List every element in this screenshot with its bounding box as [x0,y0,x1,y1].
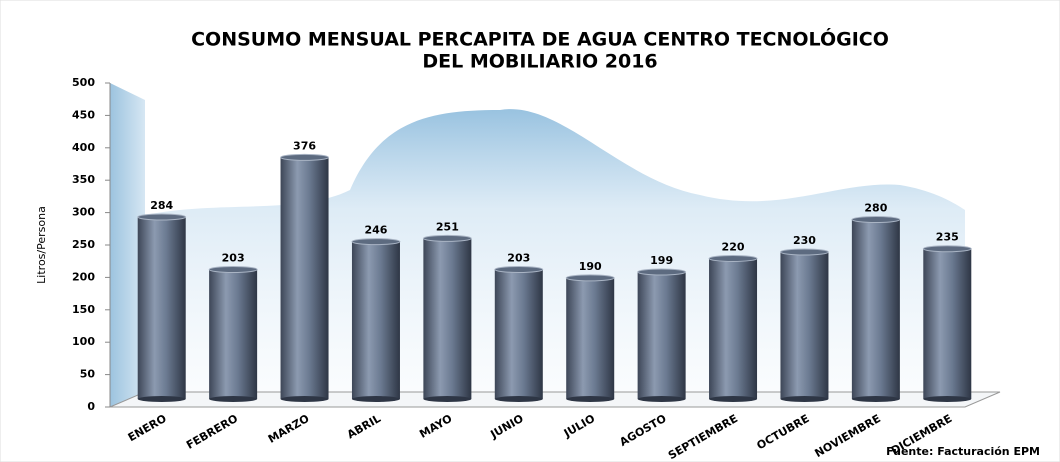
floor [109,391,1001,408]
bar-top [137,213,187,221]
bar [351,241,400,399]
bar-base [423,396,472,402]
side-wall [110,83,145,407]
bar-base [780,396,829,402]
bar-top [851,216,901,224]
bar-base [351,396,400,402]
bar-top [708,254,758,262]
bar [280,157,329,399]
bar-base [494,396,543,402]
y-tick-label: 500 [72,76,95,89]
value-label: 220 [722,240,745,253]
bar [637,272,686,399]
value-label: 235 [936,231,959,244]
bar-top [565,274,615,282]
bar-top [637,268,687,276]
bar-base [923,396,972,402]
bar-base [566,396,615,402]
bar [923,248,972,399]
value-label: 199 [650,254,673,267]
bar-top [280,153,330,161]
value-label: 190 [579,260,602,273]
y-tick-label: 250 [72,238,95,251]
y-axis-label: Litros/Persona [35,206,48,284]
bar [566,277,615,399]
water-background [145,109,965,393]
bar-base [637,396,686,402]
bar [709,258,758,399]
value-label: 284 [150,199,173,212]
value-label: 203 [222,251,245,264]
bar-base [137,396,186,402]
bar-top [922,245,972,253]
y-tick-label: 450 [72,108,95,121]
y-tick-label: 400 [72,141,95,154]
bar-top [208,265,258,273]
bar-top [494,265,544,273]
chart-title: CONSUMO MENSUAL PERCAPITA DE AGUA CENTRO… [191,27,889,51]
bar [423,238,472,399]
value-label: 246 [364,224,387,237]
value-label: 251 [436,220,459,233]
source: Fuente: Facturación EPM [886,445,1040,458]
value-label: 203 [507,251,530,264]
bar-base [209,396,258,402]
value-label: 230 [793,234,816,247]
value-label: 280 [864,202,887,215]
value-label: 376 [293,139,316,152]
bar-base [709,396,758,402]
y-tick-label: 200 [72,270,95,283]
y-tick-label: 0 [87,400,95,413]
bar [780,251,829,399]
bar [209,269,258,399]
y-tick-label: 50 [80,368,96,381]
bar-base [851,396,900,402]
y-tick-label: 300 [72,206,95,219]
chart-title: DEL MOBILIARIO 2016 [422,51,657,73]
y-tick-label: 100 [72,335,95,348]
bar-top [351,238,401,246]
bar [137,216,186,399]
y-tick-label: 350 [72,173,95,186]
bar [851,219,900,399]
bar-base [280,396,329,402]
y-tick-label: 150 [72,303,95,316]
bar [494,269,543,399]
bar-top [422,234,472,242]
bar-top [779,248,829,256]
